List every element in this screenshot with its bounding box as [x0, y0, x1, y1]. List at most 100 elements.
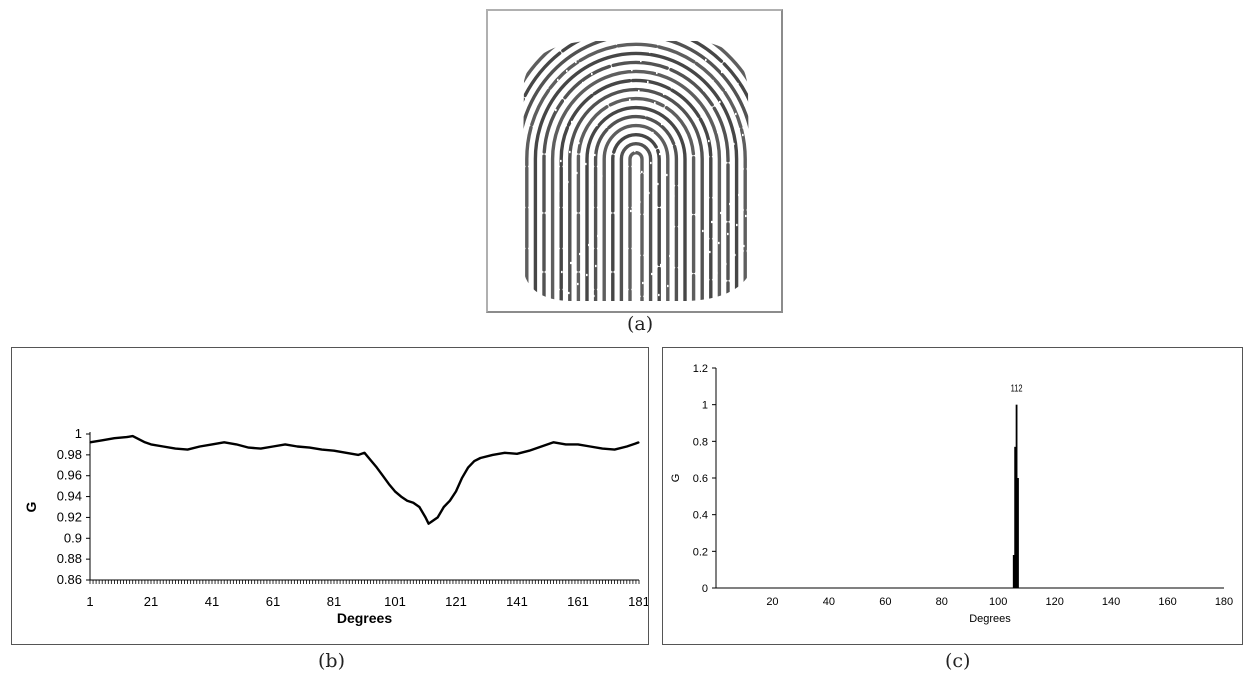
chart-b-y-tick-label: 0.86 [57, 572, 82, 587]
chart-b-data-point [101, 439, 103, 441]
chart-b-data-point [449, 500, 451, 502]
chart-b-data-point [638, 441, 640, 443]
chart-b-data-point [126, 436, 128, 438]
chart-c-x-tick-label: 40 [823, 596, 835, 608]
chart-b-data-point [376, 466, 378, 468]
caption-a: (a) [627, 313, 654, 335]
chart-c-x-axis-title: Degrees [969, 613, 1011, 625]
chart-b-x-tick-label: 61 [266, 594, 280, 609]
fingerprint-ridge [628, 151, 644, 301]
chart-c-bar [1017, 478, 1019, 588]
chart-b-data-point [553, 441, 555, 443]
chart-b-x-tick-label: 81 [327, 594, 341, 609]
chart-c-y-axis-title: G [670, 474, 682, 483]
chart-b-data-point [296, 445, 298, 448]
chart-b-data-point [601, 448, 604, 450]
chart-b-data-point [412, 502, 414, 504]
chart-b-data-point [504, 452, 506, 454]
chart-b-data-point [272, 445, 274, 448]
chart-c-y-tick-label: 1.2 [693, 363, 708, 375]
fingerprint-ridge [585, 105, 687, 301]
chart-b-data-point [626, 445, 628, 448]
chart-b-data-point [565, 443, 567, 446]
fingerprint-ridge [533, 51, 739, 301]
chart-c-x-tick-label: 80 [936, 596, 948, 608]
fingerprint-ridge [550, 69, 722, 301]
fingerprint-ridge-group [522, 41, 750, 301]
chart-b-x-tick-label: 161 [567, 594, 589, 609]
chart-b-data-point [479, 457, 481, 459]
chart-b-data-point [614, 449, 616, 451]
chart-c-y-tick-label: 0.6 [693, 473, 708, 485]
chart-c-y-tick-label: 1 [702, 400, 708, 412]
chart-c-x-tick-label: 120 [1045, 596, 1063, 608]
chart-b-data-point [577, 443, 579, 446]
chart-b-x-tick-label: 41 [205, 594, 219, 609]
chart-b-data-point [473, 460, 475, 462]
chart-b-data-point [333, 450, 335, 452]
fingerprint-ridge [619, 142, 653, 301]
chart-b-x-tick-label: 181 [628, 594, 648, 609]
chart-b-data-point [382, 475, 384, 477]
chart-b-data-point [223, 441, 225, 443]
chart-c-y-tick-label: 0.4 [693, 510, 708, 522]
chart-b-data-point [132, 435, 134, 437]
chart-b-data-point [345, 452, 347, 454]
chart-b-x-axis-title: Degrees [337, 610, 392, 626]
fingerprint-ridge [602, 123, 670, 301]
chart-b-data-point [187, 449, 189, 451]
chart-b-y-tick-label: 0.96 [57, 468, 82, 483]
fingerprint-image [486, 9, 783, 313]
fingerprint-ridge [576, 96, 696, 301]
fingerprint-ridge [542, 60, 730, 301]
chart-b-data-point [260, 448, 262, 450]
chart-b-data-point [357, 454, 359, 456]
fingerprint-ridge [522, 41, 750, 301]
chart-b-data-point [138, 438, 140, 440]
chart-b-data-point [150, 443, 152, 446]
chart-b-data-point [589, 445, 591, 448]
fingerprint-ridge [611, 133, 661, 301]
chart-b-data-point [443, 506, 445, 508]
chart-b-data-point [424, 516, 427, 519]
chart-b-y-tick-label: 0.9 [64, 530, 82, 545]
chart-b-series-line [89, 434, 640, 525]
chart-b-data-point [363, 452, 366, 454]
chart-b-y-tick-label: 0.98 [57, 447, 82, 462]
chart-c-y-tick-label: 0.2 [693, 546, 708, 558]
chart-b-x-tick-label: 1 [86, 594, 93, 609]
chart-b-data-point [113, 437, 115, 439]
chart-c-bar [1015, 404, 1018, 588]
peak-histogram-chart: 0 0.2 0.4 0.6 0.8 1 1.2 20 40 60 80 100 120 140 160 180… [662, 347, 1243, 645]
chart-b-data-point [394, 490, 396, 492]
chart-b-data-point [418, 506, 420, 508]
chart-b-data-point [492, 454, 494, 456]
chart-b-x-tick-label: 141 [506, 594, 528, 609]
caption-b: (b) [318, 650, 345, 672]
chart-b-data-point [467, 466, 469, 468]
chart-b-data-point [406, 500, 408, 502]
chart-b-data-point [455, 490, 457, 492]
fingerprint-ridges [522, 41, 750, 301]
chart-c-y-tick-label: 0.8 [693, 436, 708, 448]
chart-b-y-tick-label: 0.88 [57, 551, 82, 566]
chart-c-x-tick-label: 140 [1102, 596, 1120, 608]
chart-b-x-minor-ticks [89, 580, 640, 584]
chart-c-bar [1012, 555, 1015, 588]
chart-b-x-tick-label: 21 [144, 594, 158, 609]
chart-b-data-point [427, 523, 430, 525]
chart-b-data-point [284, 443, 286, 446]
chart-b-data-point [321, 449, 323, 451]
chart-c-x-tick-label: 160 [1158, 596, 1176, 608]
fingerprint-ridge [522, 41, 750, 301]
chart-b-data-point [540, 445, 543, 448]
chart-c-svg: 0 0.2 0.4 0.6 0.8 1 1.2 20 40 60 80 100 120 140 160 180… [670, 363, 1233, 625]
chart-b-data-point [199, 445, 201, 448]
chart-b-data-point [437, 516, 439, 519]
chart-b-data-point [528, 450, 530, 452]
chart-b-data-point [516, 453, 518, 455]
chart-b-x-tick-label: 121 [445, 594, 467, 609]
chart-b-svg: 1 21 41 61 81 101 121 141 161 1810.860.880.90.920… [23, 426, 650, 626]
chart-c-bar [1014, 446, 1017, 588]
caption-c: (c) [945, 650, 971, 672]
